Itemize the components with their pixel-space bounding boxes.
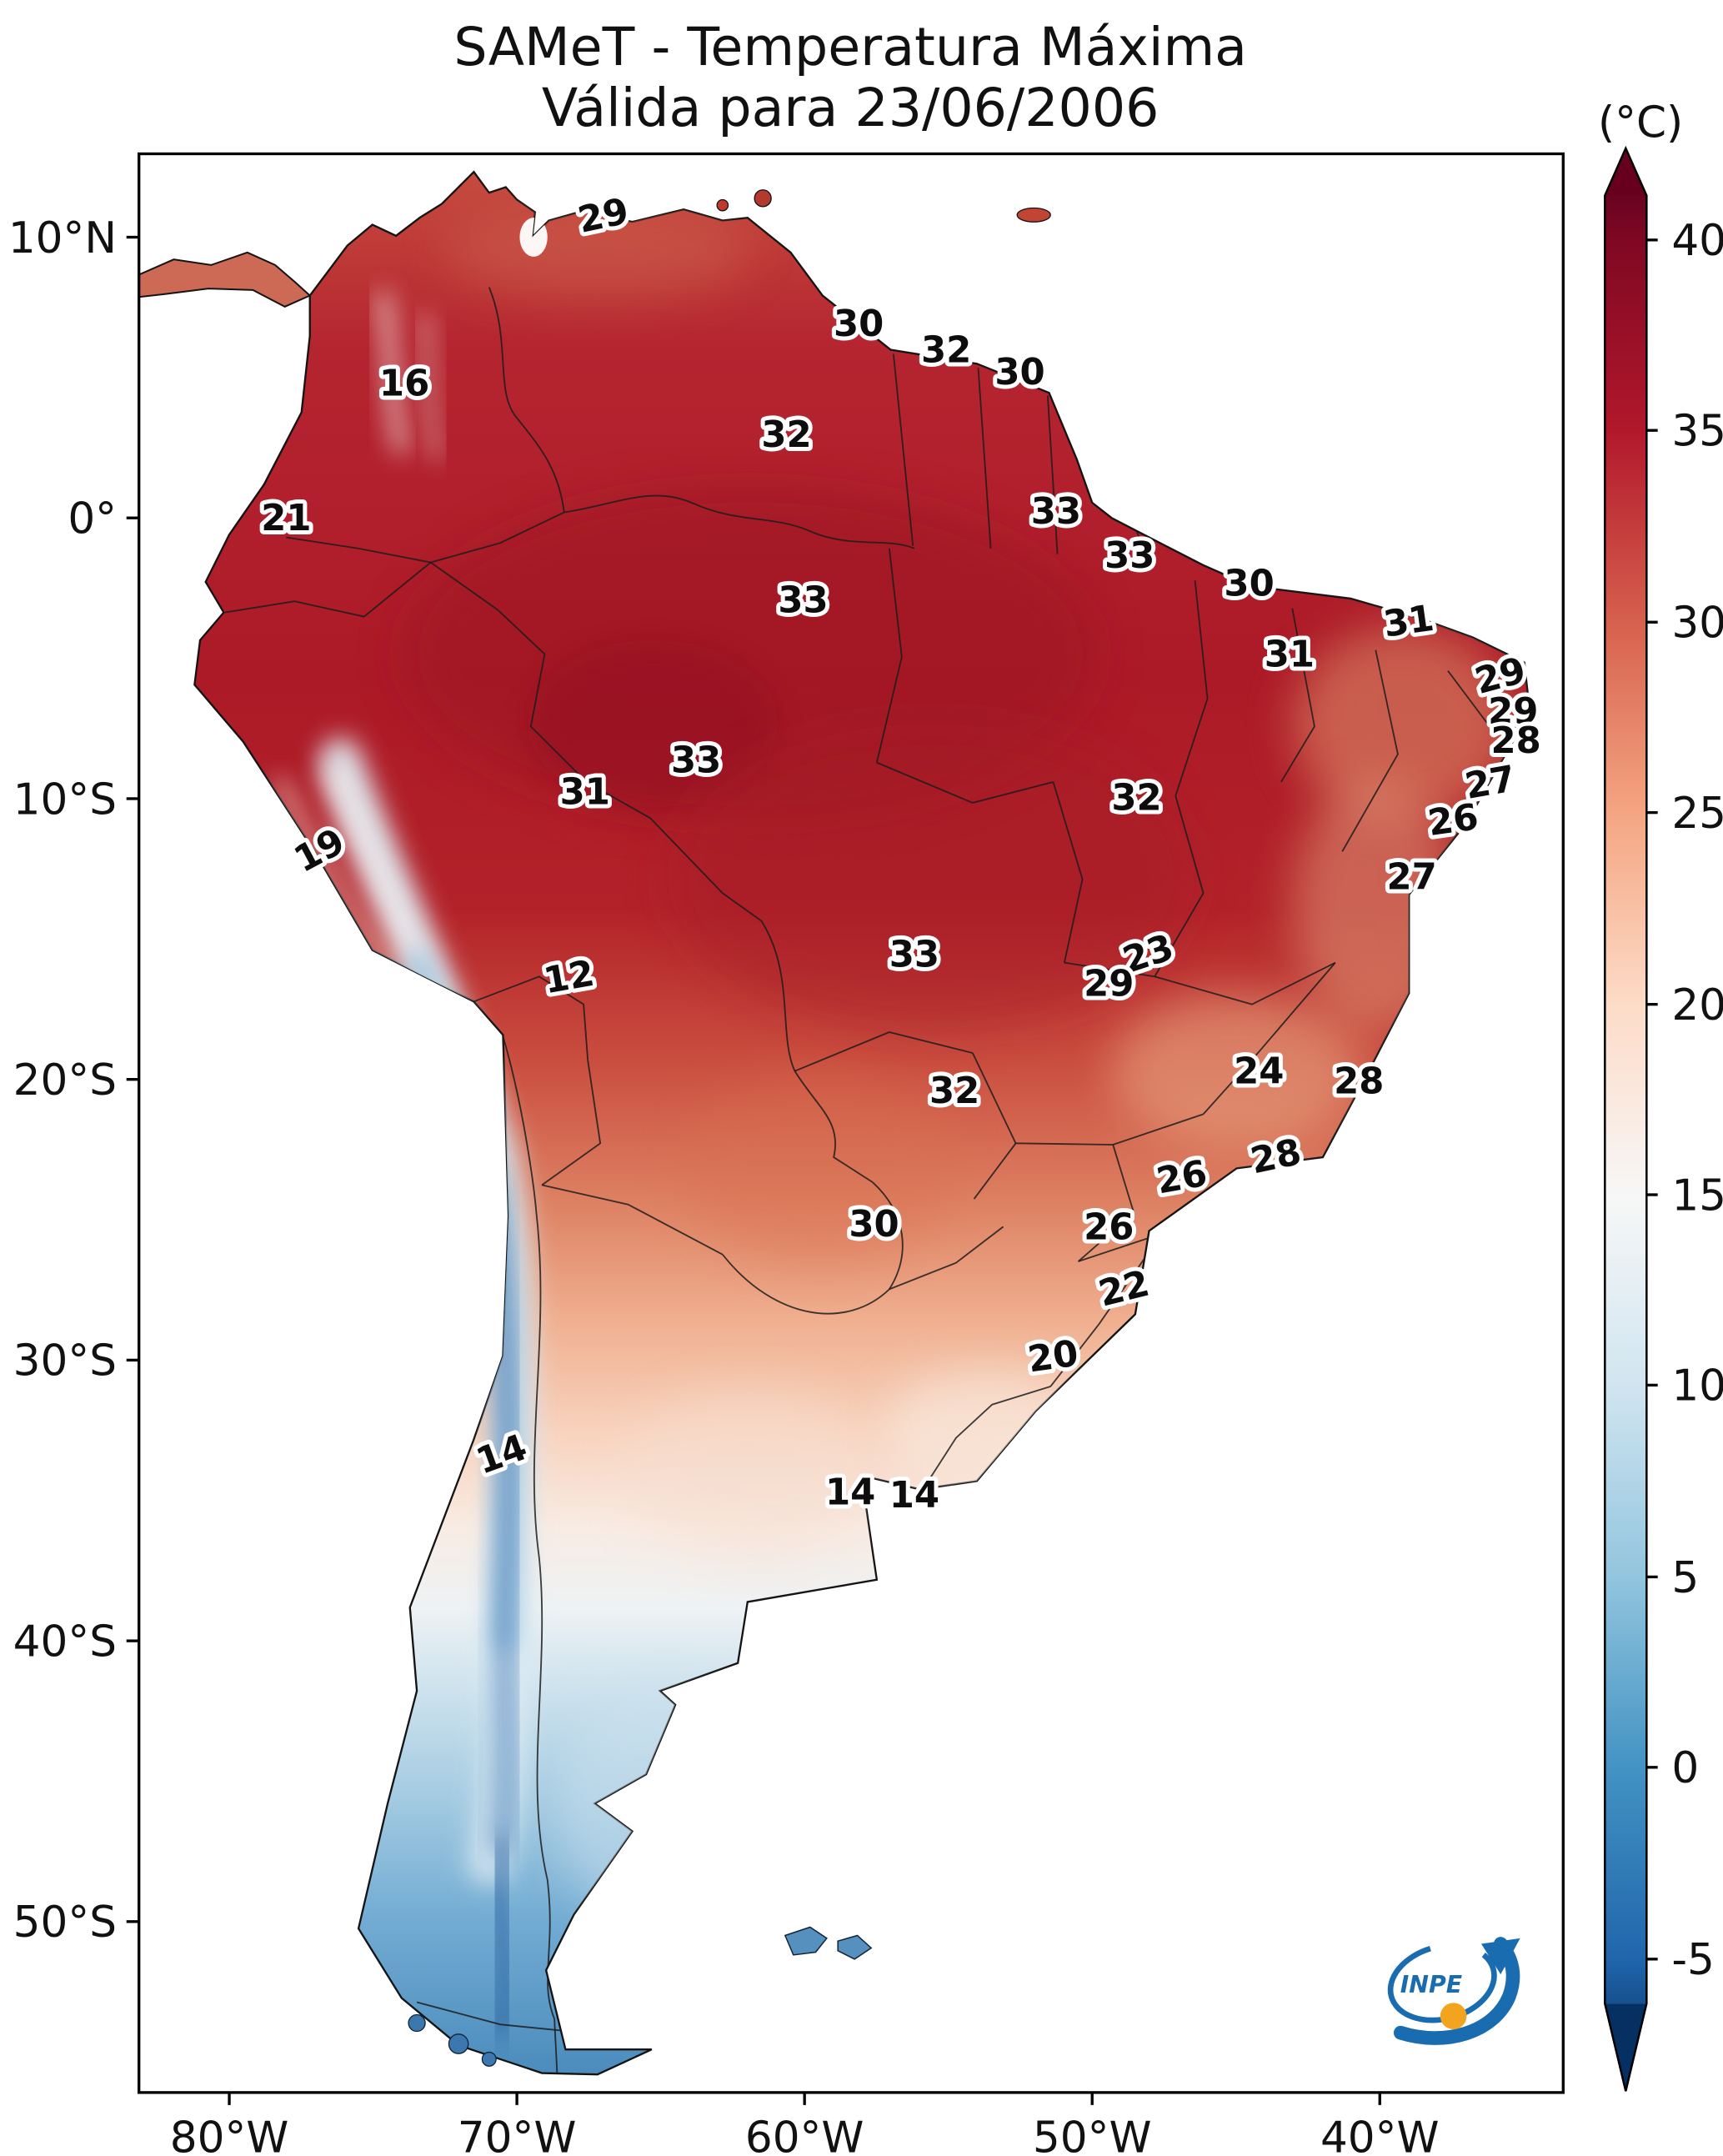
map-plot [138,152,1565,2094]
temperature-label: 30 [834,303,884,345]
temperature-label: 33 [778,580,828,622]
y-axis: 10°N 0° 10°S 20°S 30°S 40°S 50°S [8,213,139,1948]
colorbar: (°C) 40 35 30 25 20 15 10 5 0 -5 [1598,98,1723,2092]
west-amazon-hot-spot [528,639,779,807]
colombia-andes-ridge [376,291,409,454]
colorbar-tick-label: 25 [1671,789,1723,839]
figure-subtitle: Válida para 23/06/2006 [542,77,1160,138]
colorbar-gradient [1605,195,1647,2004]
paraguay-warm-shade [680,1070,959,1266]
x-axis: 80°W 70°W 60°W 50°W 40°W [170,2092,1440,2156]
political-borders [224,287,1490,2075]
temperature-label: 21 [261,498,311,539]
southeast-brazil-shade [1111,994,1362,1148]
x-tick-label: 60°W [745,2113,864,2156]
central-brazil-hot [667,723,1195,1030]
temperature-label: 20 [1025,1333,1081,1381]
colorbar-tick-label: -5 [1671,1935,1715,1985]
plot-frame [138,152,1565,2094]
temperature-label: 32 [761,414,811,456]
temperature-label: 30 [849,1204,899,1246]
figure-title: SAMeT - Temperatura Máxima [453,16,1247,78]
temperature-label: 28 [1334,1060,1384,1102]
falkland-west-island [784,1926,828,1956]
temperature-label: 14 [825,1472,875,1514]
temperature-label: 32 [929,1070,979,1112]
colorbar-unit-label: (°C) [1598,98,1683,148]
colorbar-tick-label: 35 [1671,407,1723,457]
colorbar-tick-label: 0 [1671,1743,1699,1793]
temperature-label: 31 [1381,598,1437,646]
pampas-pale-shade [625,1391,876,1558]
colorbar-tick-label: 10 [1671,1361,1723,1411]
y-tick-label: 40°S [13,1617,117,1667]
temperature-label: 30 [1224,564,1274,605]
temperature-label: 30 [994,352,1044,394]
temperature-label: 26 [1425,796,1481,845]
temperature-label: 16 [379,364,429,405]
temperature-label: 29 [1488,691,1538,733]
x-tick-label: 50°W [1033,2113,1152,2156]
colorbar-tick-label: 15 [1671,1171,1723,1221]
temperature-label: 31 [560,772,610,814]
falkland-east-island [837,1934,873,1960]
temperature-label: 29 [1084,964,1134,1005]
coastal-islet [1016,207,1051,223]
colorbar-outline [1604,145,1648,2092]
x-tick-label: 40°W [1320,2113,1440,2156]
y-tick-label: 20°S [13,1055,117,1106]
temperature-label: 26 [1084,1206,1134,1248]
y-tick-label: 50°S [13,1898,117,1948]
temperature-label: 26 [1154,1153,1210,1203]
inpe-arrowhead-icon [1480,1938,1520,1975]
inpe-arrow-icon [1393,1937,1520,2045]
inpe-logo: INPE [1387,1937,1520,2045]
temperature-label: 14 [889,1475,939,1517]
x-tick-label: 80°W [170,2113,289,2156]
colombia-andes-ridge-2 [419,313,442,461]
caribbean-island [716,198,729,212]
y-tick-label: 10°N [8,213,117,263]
northeast-brazil-shade [1292,626,1515,821]
inpe-globe-dot-icon [1440,2003,1467,2030]
patagonia-andes-cold [488,1839,515,2040]
y-tick-label: 30°S [13,1336,117,1386]
venezuela-coast-shade [444,202,751,300]
colorbar-under-arrow [1605,2003,1647,2092]
temperature-label: 33 [889,935,939,976]
temperature-label: 32 [921,330,971,372]
colorbar-tick-label: 20 [1671,980,1723,1030]
colorbar-ticks: 40 35 30 25 20 15 10 5 0 -5 [1646,216,1723,1985]
trinidad-island [754,189,772,208]
temperature-label: 33 [1031,491,1081,533]
temperature-label: 33 [671,740,721,781]
temperature-label: 28 [1490,720,1540,762]
fuegian-islet-3 [481,2051,497,2067]
colorbar-over-arrow [1605,148,1647,196]
colorbar-tick-label: 5 [1671,1553,1699,1603]
temperature-label: 12 [541,953,598,1003]
x-tick-label: 70°W [458,2113,577,2156]
temperature-label: 32 [1111,777,1161,819]
temperature-label: 24 [1234,1051,1284,1093]
colorbar-tick-label: 30 [1671,599,1723,649]
colorbar-tick-label: 40 [1671,216,1723,266]
fuegian-islet-1 [408,2013,426,2033]
temperature-label: 27 [1386,856,1436,898]
temperature-label: 31 [1265,634,1315,676]
fuegian-islet-2 [448,2033,469,2054]
inpe-wordmark: INPE [1400,1971,1462,1998]
y-tick-label: 0° [68,494,117,544]
temperature-label: 33 [1104,535,1155,577]
y-tick-label: 10°S [13,775,117,825]
